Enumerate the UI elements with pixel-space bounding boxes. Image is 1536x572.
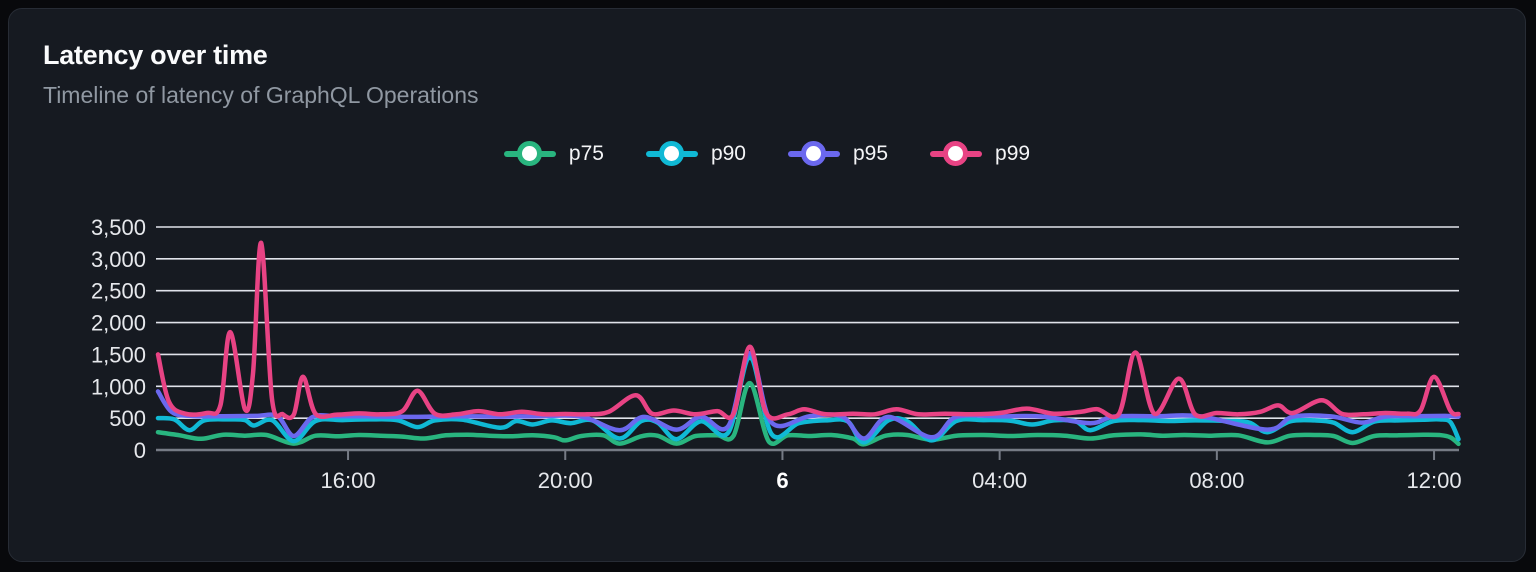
chart-subtitle: Timeline of latency of GraphQL Operation…: [43, 82, 479, 108]
x-axis-label: 6: [776, 468, 788, 493]
y-axis-label: 1,000: [91, 374, 146, 399]
series-line-p90: [155, 355, 1461, 445]
y-axis-label: 0: [134, 438, 146, 463]
legend-item-p99[interactable]: p99: [930, 141, 1030, 167]
y-axis-label: 2,500: [91, 279, 146, 304]
y-axis-label: 3,000: [91, 247, 146, 272]
latency-chart-card: Latency over time Timeline of latency of…: [8, 8, 1526, 562]
legend-marker-p90-icon: [645, 141, 698, 167]
legend-item-p75[interactable]: p75: [503, 141, 604, 167]
x-axis-label: 20:00: [538, 468, 593, 493]
y-axis-label: 3,500: [91, 215, 146, 240]
chart-legend: p75 p90 p95 p99: [9, 141, 1525, 167]
chart-title: Latency over time: [43, 40, 268, 70]
legend-label-p99: p99: [995, 142, 1031, 165]
legend-marker-p99-icon: [930, 141, 983, 167]
legend-item-p90[interactable]: p90: [645, 141, 746, 167]
x-axis-label: 08:00: [1189, 468, 1244, 493]
series-line-p95: [155, 350, 1461, 441]
chart-plot-area[interactable]: 0 500 1,000 1,500 2,000 2,500 3,000 3,500 16:00 2…: [9, 195, 1527, 535]
x-axis-label: 12:00: [1407, 468, 1462, 493]
y-axis-label: 2,000: [91, 311, 146, 336]
card-header: Latency over time Timeline of latency of…: [9, 9, 1525, 109]
legend-label-p95: p95: [853, 142, 889, 165]
y-axis-label: 1,500: [91, 342, 146, 367]
series-line-p99: [155, 240, 1461, 421]
legend-label-p90: p90: [710, 142, 746, 165]
series-line-p75: [155, 380, 1461, 447]
legend-label-p75: p75: [568, 142, 604, 165]
legend-marker-p75-icon: [503, 141, 556, 167]
legend-marker-p95-icon: [788, 141, 840, 167]
legend-item-p95[interactable]: p95: [788, 141, 888, 167]
x-axis-label: 04:00: [972, 468, 1027, 493]
y-axis-label: 500: [109, 406, 146, 431]
x-axis-label: 16:00: [321, 468, 376, 493]
